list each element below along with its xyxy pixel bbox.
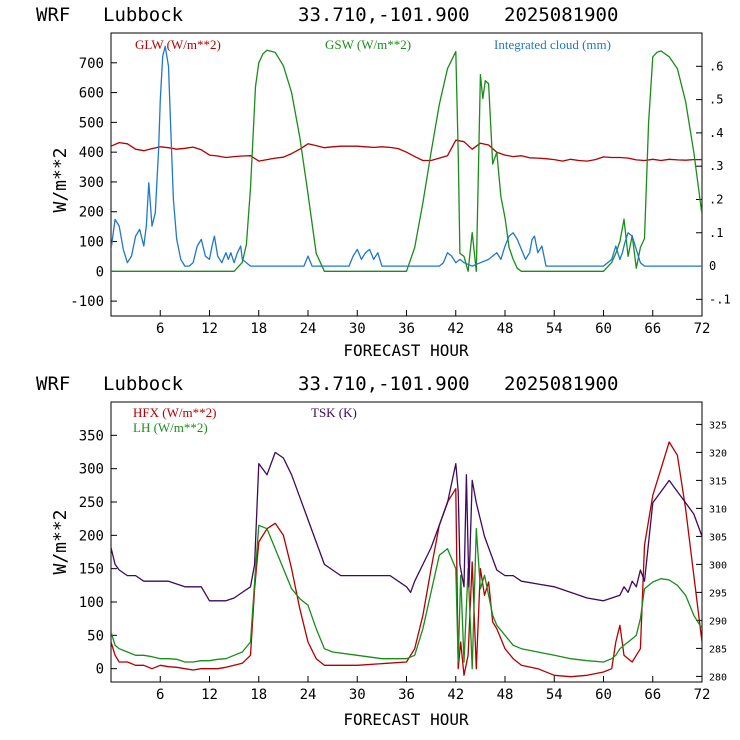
y-tick-label: 300: [79, 175, 104, 191]
y2-tick-label: 310: [709, 504, 727, 515]
x-tick-label: 36: [398, 321, 415, 337]
x-tick-label: 24: [300, 687, 317, 703]
panel-1-plot: 6 12 18 24 30 36 42 48 54 60 66 72 -100 0 100 200 300 400…: [70, 45, 731, 337]
legend-gsw: GSW (W/m**2): [325, 37, 411, 52]
datetime-label: 2025081900: [504, 373, 618, 395]
x-tick-label: 48: [497, 321, 514, 337]
panel-2-ylabel: W/m**2: [50, 509, 71, 574]
legend-lh: LH (W/m**2): [133, 420, 208, 435]
y2-tick-label: 315: [709, 476, 727, 487]
coords-label: 33.710,-101.900: [298, 373, 470, 395]
y-tick-label: 200: [79, 528, 104, 544]
y-tick-label: 400: [79, 145, 104, 161]
y2-tick-label: -.1: [709, 292, 731, 306]
y2-tick-label: .1: [709, 226, 723, 240]
y-tick-label: 150: [79, 562, 104, 578]
x-tick-label: 6: [156, 321, 164, 337]
y-tick-label: 50: [87, 628, 104, 644]
y-tick-label: 250: [79, 495, 104, 511]
x-tick-label: 42: [447, 687, 464, 703]
x-tick-label: 18: [250, 321, 267, 337]
y-tick-label: 300: [79, 462, 104, 478]
x-tick-label: 60: [595, 687, 612, 703]
y2-tick-label: .2: [709, 192, 723, 206]
series-line-lh: [111, 524, 702, 670]
y-tick-label: 700: [79, 56, 104, 72]
y2-tick-label: 290: [709, 616, 727, 627]
model-label: WRF: [36, 4, 70, 26]
panel-1-frame: [110, 32, 703, 317]
y-tick-label: 0: [96, 264, 104, 280]
datetime-label: 2025081900: [504, 4, 618, 26]
panel-2-frame: [110, 401, 703, 683]
station-label: Lubbock: [103, 4, 184, 26]
y2-tick-label: .5: [709, 93, 723, 107]
series-line-glw: [111, 139, 702, 162]
y2-tick-label: .6: [709, 59, 723, 73]
y-tick-label: 100: [79, 595, 104, 611]
y2-tick-label: .3: [709, 159, 723, 173]
y2-tick-label: 305: [709, 532, 727, 543]
y-tick-label: 200: [79, 205, 104, 221]
y2-tick-label: 300: [709, 560, 727, 571]
y-tick-label: 600: [79, 86, 104, 102]
x-tick-label: 18: [250, 687, 267, 703]
coords-label: 33.710,-101.900: [298, 4, 470, 26]
x-tick-label: 72: [694, 321, 711, 337]
series-line-tsk: [111, 451, 702, 602]
y-tick-label: 350: [79, 428, 104, 444]
y2-tick-label: 320: [709, 448, 727, 459]
series-line-hfx: [111, 441, 702, 678]
station-label: Lubbock: [103, 373, 184, 395]
x-tick-label: 30: [349, 687, 366, 703]
x-tick-label: 30: [349, 321, 366, 337]
panel-1-xlabel: FORECAST HOUR: [343, 341, 469, 360]
x-tick-label: 54: [546, 687, 563, 703]
panel-2-plot: 6 12 18 24 30 36 42 48 54 60 66 72 0 50 100 150 200 250 30…: [79, 420, 727, 703]
legend-hfx: HFX (W/m**2): [133, 405, 216, 420]
y2-tick-label: 285: [709, 644, 727, 655]
y2-tick-label: 325: [709, 420, 727, 431]
y-tick-label: 100: [79, 235, 104, 251]
legend-tsk: TSK (K): [311, 405, 357, 420]
x-tick-label: 42: [447, 321, 464, 337]
x-tick-label: 12: [201, 687, 218, 703]
panel-2-header: WRF Lubbock 33.710,-101.900 2025081900: [36, 373, 618, 395]
panel-2-legend: HFX (W/m**2) LH (W/m**2) TSK (K): [133, 405, 357, 435]
y2-tick-label: 0: [709, 259, 716, 273]
panel-1-header: WRF Lubbock 33.710,-101.900 2025081900: [36, 4, 618, 26]
x-tick-label: 6: [156, 687, 164, 703]
x-tick-label: 66: [644, 321, 661, 337]
panel-1-ylabel: W/m**2: [50, 147, 71, 212]
y2-tick-label: .4: [709, 126, 723, 140]
x-tick-label: 54: [546, 321, 563, 337]
legend-cloud: Integrated cloud (mm): [494, 37, 611, 52]
panel-2-xlabel: FORECAST HOUR: [343, 710, 469, 729]
x-tick-label: 72: [694, 687, 711, 703]
x-tick-label: 24: [300, 321, 317, 337]
x-tick-label: 36: [398, 687, 415, 703]
y-tick-label: 0: [96, 662, 104, 678]
y2-tick-label: 295: [709, 588, 727, 599]
legend-glw: GLW (W/m**2): [135, 37, 221, 52]
series-line-integrated: [111, 45, 702, 267]
series-line-gsw: [111, 49, 702, 272]
y2-tick-label: 280: [709, 672, 727, 683]
panel-1-legend: GLW (W/m**2) GSW (W/m**2) Integrated clo…: [135, 37, 611, 52]
y-tick-label: 500: [79, 115, 104, 131]
x-tick-label: 60: [595, 321, 612, 337]
x-tick-label: 66: [644, 687, 661, 703]
x-tick-label: 12: [201, 321, 218, 337]
y-tick-label: -100: [70, 294, 104, 310]
x-tick-label: 48: [497, 687, 514, 703]
model-label: WRF: [36, 373, 70, 395]
